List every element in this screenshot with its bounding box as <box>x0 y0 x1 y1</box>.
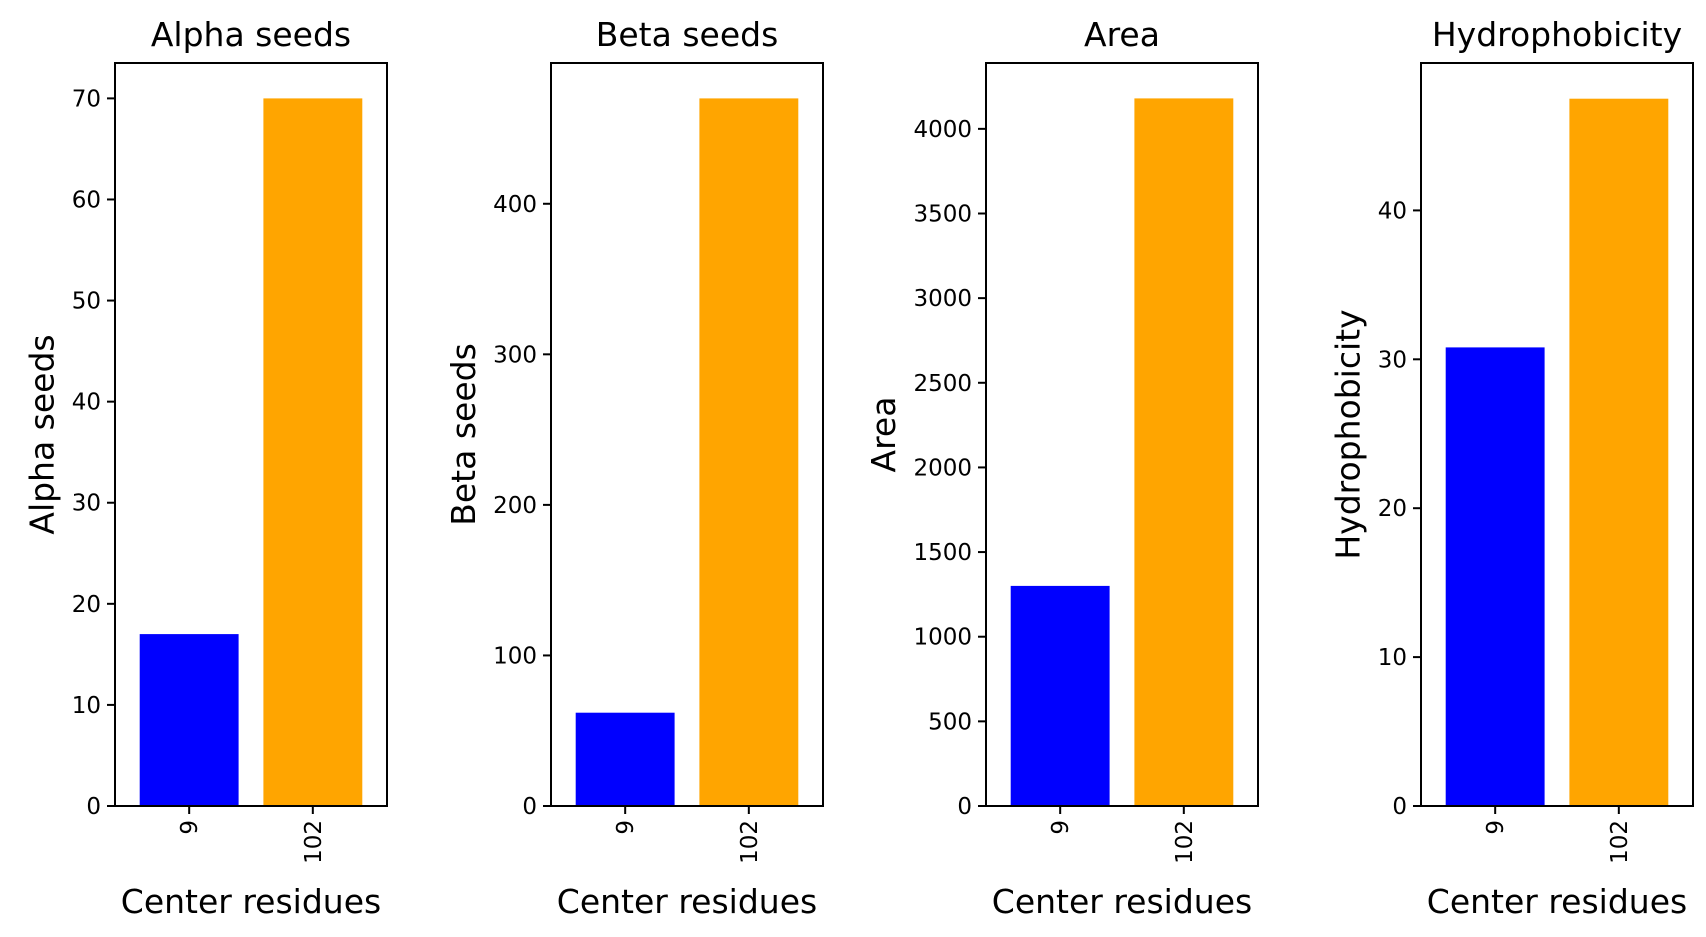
bar-9 <box>1445 347 1545 806</box>
y-tick-label: 0 <box>1392 794 1407 820</box>
panel-title: Area <box>1084 15 1160 54</box>
y-tick-label: 20 <box>1378 496 1407 522</box>
y-tick-label: 1000 <box>913 625 972 651</box>
chart-panel-2: 0 100 200 300 400 9 102 Beta seeds Center residu… <box>444 15 824 921</box>
y-tick-label: 30 <box>72 491 101 517</box>
y-tick-label: 10 <box>1378 645 1407 671</box>
panel-title: Beta seeds <box>596 15 779 54</box>
y-tick-label: 20 <box>72 592 101 618</box>
x-tick-label: 9 <box>177 820 203 835</box>
plot-frame <box>550 62 824 807</box>
plot-frame <box>985 62 1259 807</box>
x-tick-label: 9 <box>1048 820 1074 835</box>
y-tick-label: 2000 <box>913 455 972 481</box>
panel-title: Hydrophobicity <box>1432 15 1682 54</box>
y-tick-label: 40 <box>72 390 101 416</box>
y-tick-label: 10 <box>72 693 101 719</box>
bar-9 <box>1010 585 1110 806</box>
y-tick-label: 50 <box>72 289 101 315</box>
y-tick-label: 300 <box>493 342 537 368</box>
y-tick-label: 30 <box>1378 347 1407 373</box>
bar-102 <box>699 98 799 806</box>
y-axis-label: Hydrophobicity <box>1329 309 1368 559</box>
chart-panel-4: 0 10 20 30 40 9 102 Hydrophobicity Center residu… <box>1329 15 1694 921</box>
y-tick-label: 3000 <box>913 286 972 312</box>
y-tick-label: 70 <box>72 86 101 112</box>
y-tick-label: 400 <box>493 192 537 218</box>
bar-9 <box>139 634 239 806</box>
y-tick-label: 4000 <box>913 117 972 143</box>
chart-panel-1: 0 10 20 30 40 50 60 70 9 102 Alpha seeds Center res… <box>23 15 388 921</box>
plot-frame <box>1420 62 1694 807</box>
y-tick-label: 1500 <box>913 540 972 566</box>
x-tick-label: 102 <box>1607 820 1633 864</box>
y-tick-label: 200 <box>493 493 537 519</box>
y-tick-label: 0 <box>957 794 972 820</box>
y-tick-label: 3500 <box>913 201 972 227</box>
bar-102 <box>1569 98 1669 806</box>
x-tick-label: 102 <box>301 820 327 864</box>
chart-panel-3: 0 500 1000 1500 2000 2500 3000 3500 4000 9 102 Area… <box>864 15 1259 921</box>
x-axis-label: Center residues <box>1427 882 1687 921</box>
y-tick-label: 500 <box>928 709 972 735</box>
y-tick-label: 60 <box>72 187 101 213</box>
x-tick-label: 102 <box>737 820 763 864</box>
bar-102 <box>1134 98 1234 806</box>
y-tick-label: 2500 <box>913 371 972 397</box>
bar-102 <box>263 98 363 806</box>
y-tick-label: 0 <box>86 794 101 820</box>
y-axis-label: Alpha seeds <box>23 334 62 534</box>
x-axis-label: Center residues <box>557 882 817 921</box>
y-tick-label: 40 <box>1378 198 1407 224</box>
y-axis-label: Area <box>864 397 903 473</box>
x-tick-label: 9 <box>1483 820 1509 835</box>
x-axis-label: Center residues <box>121 882 381 921</box>
y-tick-label: 0 <box>522 794 537 820</box>
x-tick-label: 102 <box>1172 820 1198 864</box>
panel-title: Alpha seeds <box>151 15 351 54</box>
y-tick-label: 100 <box>493 643 537 669</box>
x-axis-label: Center residues <box>992 882 1252 921</box>
x-tick-label: 9 <box>613 820 639 835</box>
plot-frame <box>114 62 388 807</box>
bar-9 <box>575 712 675 806</box>
y-axis-label: Beta seeds <box>444 343 483 526</box>
